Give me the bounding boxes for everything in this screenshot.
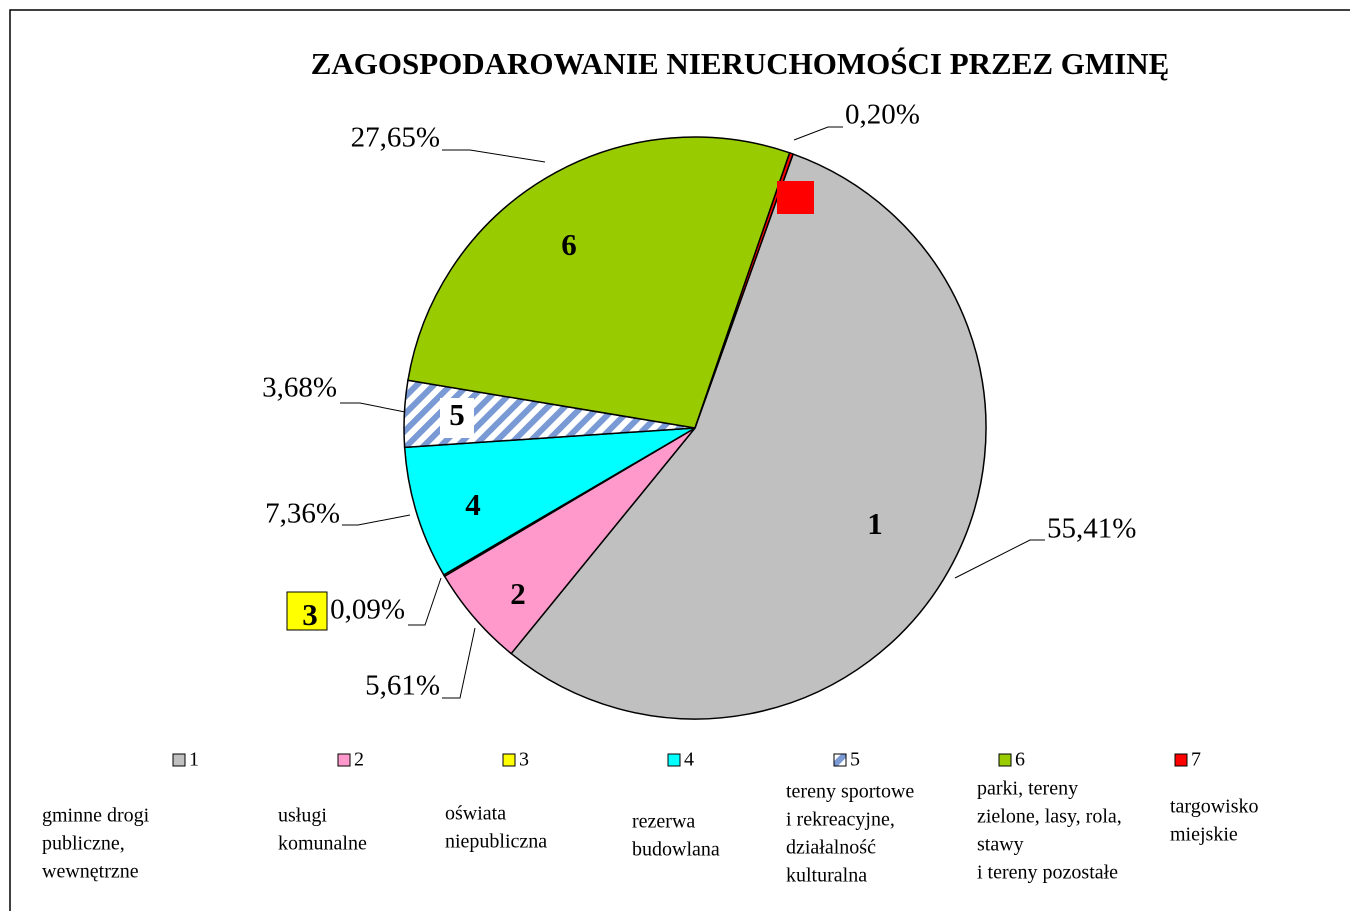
legend-swatch (1174, 753, 1188, 767)
legend-label: 1 (189, 749, 199, 771)
legend-description: targowisko (1170, 796, 1259, 818)
slice-label: 2 (510, 576, 526, 611)
legend-label: 4 (684, 749, 694, 771)
legend-description: rezerwa (632, 811, 695, 833)
pie-slice (407, 136, 791, 429)
legend-label: 5 (850, 749, 860, 771)
legend-label: 7 (1191, 749, 1201, 771)
legend-description: niepubliczna (445, 831, 547, 853)
slice-label: 3 (302, 597, 318, 632)
leader-line (342, 514, 411, 526)
slice-label: 5 (449, 397, 465, 432)
value-label: 0,09% (330, 594, 405, 626)
legend-swatch (833, 753, 847, 767)
leader-line (442, 627, 476, 699)
value-label: 55,41% (1047, 513, 1136, 545)
legend-description: wewnętrzne (42, 861, 139, 883)
legend-description: publiczne, (42, 833, 125, 855)
leader-line (954, 539, 1045, 579)
legend-description: i tereny pozostałe (977, 862, 1118, 884)
legend-swatch (667, 753, 681, 767)
leader-line (340, 402, 406, 413)
legend-description: budowlana (632, 839, 720, 861)
legend-swatch (502, 753, 516, 767)
label-box (286, 591, 328, 631)
pie-slice (403, 427, 696, 576)
value-label: 7,36% (265, 498, 340, 530)
leader-line (408, 577, 442, 626)
slice-label: 4 (465, 487, 481, 522)
legend-label: 3 (519, 749, 529, 771)
legend-description: i rekreacyjne, (786, 809, 895, 831)
value-label: 3,68% (262, 372, 337, 404)
value-label: 5,61% (365, 670, 440, 702)
legend-description: stawy (977, 834, 1024, 856)
leader-line (442, 149, 546, 163)
value-label: 0,20% (845, 99, 920, 131)
legend-description: kulturalna (786, 865, 867, 887)
legend-description: oświata (445, 803, 506, 825)
slice-label: 6 (561, 227, 577, 262)
legend-swatch (172, 753, 186, 767)
legend-description: gminne drogi (42, 805, 150, 827)
legend-description: komunalne (278, 833, 367, 855)
label-box (440, 398, 474, 438)
legend-description: miejskie (1170, 824, 1238, 846)
legend-description: parki, tereny (977, 778, 1078, 800)
legend-swatch (337, 753, 351, 767)
chart-title: ZAGOSPODAROWANIE NIERUCHOMOŚCI PRZEZ GMI… (311, 46, 1170, 81)
leader-line (793, 126, 843, 141)
label-box (777, 181, 814, 214)
legend-swatch (998, 753, 1012, 767)
legend-description: zielone, lasy, rola, (977, 806, 1122, 828)
value-label: 27,65% (351, 122, 440, 154)
legend-label: 2 (354, 749, 364, 771)
legend-description: działalność (786, 837, 876, 859)
pie-slice (694, 151, 795, 429)
legend-description: tereny sportowe (786, 781, 914, 803)
pie-slice (510, 153, 987, 720)
legend-description: usługi (278, 805, 327, 827)
slice-label: 1 (867, 506, 883, 541)
legend-label: 6 (1015, 749, 1025, 771)
